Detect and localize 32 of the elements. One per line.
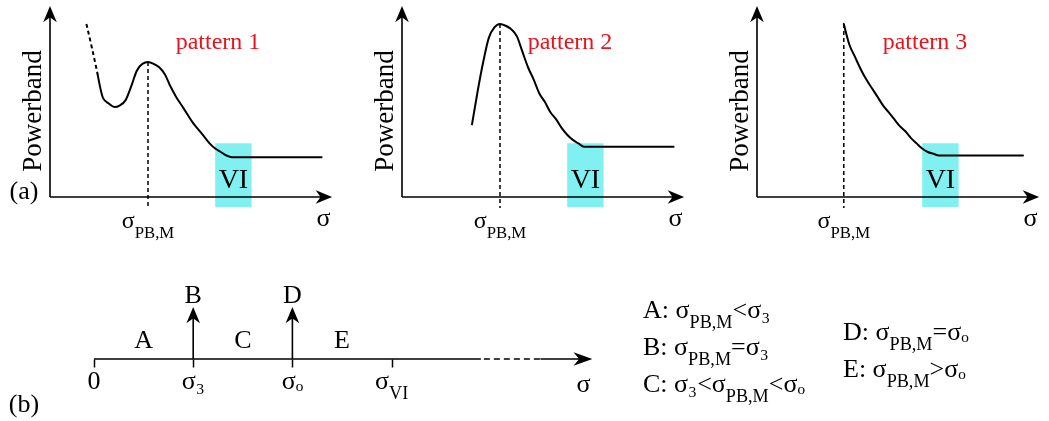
x-axis-title: σ <box>316 202 331 232</box>
x-axis-title: σ <box>1023 202 1038 232</box>
text: σ$_{PB,M}$ <box>473 207 527 242</box>
text: E <box>334 325 350 354</box>
chart-title: pattern 3 <box>882 28 968 54</box>
category-label: σ₃ <box>181 366 205 395</box>
x-axis-title: σ <box>668 202 683 232</box>
text: (a) <box>9 176 39 205</box>
text: D <box>283 280 302 309</box>
category-label: σ$_{VI}$ <box>374 366 409 403</box>
text: B: σ$_{PB,M}$=σ₃ <box>643 332 769 369</box>
text: C: σ₃<σ$_{PB,M}$<σₒ <box>643 369 806 406</box>
text: C <box>234 325 252 354</box>
text: A: σ$_{PB,M}$<σ₃ <box>643 295 771 332</box>
y-axis-title: Powerband <box>16 49 47 172</box>
text: D: σ$_{PB,M}$=σₒ <box>843 317 970 354</box>
text: σ$_{PB,M}$ <box>817 207 871 242</box>
text: σ$_{PB,M}$ <box>121 207 175 242</box>
category-label: 0 <box>87 366 101 395</box>
chart-title: pattern 2 <box>527 28 613 54</box>
text: B <box>184 280 202 309</box>
chart-title: pattern 1 <box>175 28 261 54</box>
y-axis-title: Powerband <box>368 49 399 172</box>
annotation: VI <box>570 163 601 194</box>
text: σ <box>576 368 591 398</box>
category-label: σₒ <box>281 366 304 395</box>
text: A <box>134 325 154 354</box>
annotation: VI <box>925 163 956 194</box>
text: E: σ$_{PB,M}$>σₒ <box>843 354 967 391</box>
annotation: VI <box>218 163 249 194</box>
text: (b) <box>8 389 40 418</box>
y-axis-title: Powerband <box>723 49 754 172</box>
